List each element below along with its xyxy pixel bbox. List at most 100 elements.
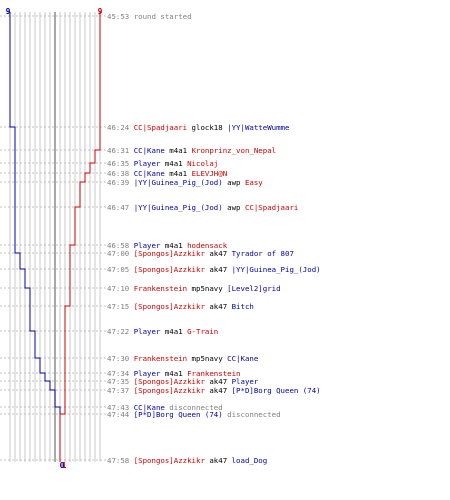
event-row: 47:10 Frankenstein mp5navy [Level2]grid: [107, 284, 281, 293]
event-weapon: m4a1: [164, 169, 192, 178]
event-player: Player: [133, 159, 161, 168]
event-weapon: ak47: [204, 249, 232, 258]
event-row: 47:37 [Spongos]Azzkikr ak47 [P*D]Borg Qu…: [107, 386, 321, 395]
event-player: |YY|Guinea_Pig_(Jod): [133, 178, 223, 187]
event-row: 46:31 CC|Kane m4a1 Kronprinz_von_Nepal: [107, 146, 276, 155]
event-player: Frankenstein: [133, 354, 188, 363]
event-time: 46:31: [107, 146, 130, 155]
event-row: 46:35 Player m4a1 Nicolaj: [107, 159, 218, 168]
event-row: 47:22 Player m4a1 G-Train: [107, 327, 218, 336]
event-weapon: m4a1: [160, 159, 188, 168]
event-weapon: mp5navy: [187, 354, 228, 363]
event-weapon: ak47: [204, 377, 232, 386]
event-player: CC|Kane: [133, 169, 165, 178]
event-row: 46:39 |YY|Guinea_Pig_(Jod) awp Easy: [107, 178, 263, 187]
event-player: |YY|WatteWumme: [227, 123, 290, 132]
blue-team-line: [9, 12, 61, 462]
event-player: CC|Spadjaari: [133, 123, 188, 132]
event-row: 46:58 Player m4a1 hodensack: [107, 241, 227, 250]
event-message: disconnected: [164, 403, 223, 412]
event-player: Bitch: [231, 302, 254, 311]
event-player: Tyrador of 807: [231, 249, 294, 258]
event-time: 47:30: [107, 354, 130, 363]
event-weapon: m4a1: [160, 369, 188, 378]
event-row: 47:44 [P*D]Borg Queen (74) disconnected: [107, 410, 281, 419]
red-end-count: 1: [62, 461, 67, 470]
event-time: 47:44: [107, 410, 130, 419]
event-player: Player: [133, 241, 161, 250]
red-start-count: 9: [98, 7, 103, 16]
event-weapon: awp: [222, 203, 245, 212]
blue-end-count: 0: [60, 461, 65, 470]
red-team-line: [59, 12, 101, 462]
event-player: [Level2]grid: [227, 284, 281, 293]
event-time: 47:15: [107, 302, 130, 311]
event-message: round started: [133, 12, 192, 21]
event-time: 47:37: [107, 386, 130, 395]
event-time: 47:10: [107, 284, 130, 293]
event-time: 47:05: [107, 265, 130, 274]
event-player: Kronprinz_von_Nepal: [191, 146, 277, 155]
event-row: 46:24 CC|Spadjaari glock18 |YY|WatteWumm…: [107, 123, 289, 132]
event-row: 47:15 [Spongos]Azzkikr ak47 Bitch: [107, 302, 254, 311]
event-time: 45:53: [107, 12, 130, 21]
event-time: 46:47: [107, 203, 130, 212]
event-player: [Spongos]Azzkikr: [133, 302, 205, 311]
event-weapon: mp5navy: [187, 284, 228, 293]
blue-start-count: 9: [6, 7, 11, 16]
event-player: ELEVJH@N: [191, 169, 228, 178]
event-player: CC|Spadjaari: [244, 203, 299, 212]
event-row: 47:35 [Spongos]Azzkikr ak47 Player: [107, 377, 258, 386]
event-row: 47:05 [Spongos]Azzkikr ak47 |YY|Guinea_P…: [107, 265, 321, 274]
event-row: 47:43 CC|Kane disconnected: [107, 403, 223, 412]
event-player: G-Train: [187, 327, 219, 336]
event-weapon: glock18: [187, 123, 228, 132]
event-player: load_Dog: [231, 456, 268, 465]
event-player: |YY|Guinea_Pig_(Jod): [231, 265, 321, 274]
event-weapon: ak47: [204, 456, 232, 465]
event-row: 47:30 Frankenstein mp5navy CC|Kane: [107, 354, 258, 363]
event-time: 46:39: [107, 178, 130, 187]
event-player: Player: [133, 369, 161, 378]
event-player: CC|Kane: [227, 354, 259, 363]
event-time: 47:58: [107, 456, 130, 465]
event-player: CC|Kane: [133, 403, 165, 412]
event-weapon: ak47: [204, 265, 232, 274]
event-row: 47:00 [Spongos]Azzkikr ak47 Tyrador of 8…: [107, 249, 294, 258]
event-time: 46:24: [107, 123, 130, 132]
event-time: 47:43: [107, 403, 130, 412]
event-row: 46:47 |YY|Guinea_Pig_(Jod) awp CC|Spadja…: [107, 203, 298, 212]
event-player: [Spongos]Azzkikr: [133, 456, 205, 465]
event-player: Player: [231, 377, 259, 386]
event-time: 47:00: [107, 249, 130, 258]
event-row: 47:34 Player m4a1 Frankenstein: [107, 369, 241, 378]
event-player: Frankenstein: [187, 369, 241, 378]
event-player: [P*D]Borg Queen (74): [133, 410, 223, 419]
event-player: CC|Kane: [133, 146, 165, 155]
event-weapon: ak47: [204, 386, 232, 395]
event-row: 45:53 round started: [107, 12, 192, 21]
event-player: [Spongos]Azzkikr: [133, 249, 205, 258]
event-weapon: m4a1: [160, 241, 188, 250]
event-time: 47:22: [107, 327, 130, 336]
event-time: 46:58: [107, 241, 130, 250]
event-player: |YY|Guinea_Pig_(Jod): [133, 203, 223, 212]
event-player: [Spongos]Azzkikr: [133, 377, 205, 386]
event-player: Nicolaj: [187, 159, 219, 168]
event-row: 47:58 [Spongos]Azzkikr ak47 load_Dog: [107, 456, 267, 465]
event-player: [P*D]Borg Queen (74): [231, 386, 321, 395]
event-weapon: m4a1: [160, 327, 188, 336]
event-player: Player: [133, 327, 161, 336]
event-time: 47:35: [107, 377, 130, 386]
event-message: disconnected: [222, 410, 281, 419]
event-weapon: ak47: [204, 302, 232, 311]
event-player: Easy: [244, 178, 263, 187]
event-time: 46:35: [107, 159, 130, 168]
event-weapon: m4a1: [164, 146, 192, 155]
event-player: hodensack: [187, 241, 228, 250]
event-time: 47:34: [107, 369, 130, 378]
event-player: [Spongos]Azzkikr: [133, 265, 205, 274]
event-row: 46:38 CC|Kane m4a1 ELEVJH@N: [107, 169, 227, 178]
